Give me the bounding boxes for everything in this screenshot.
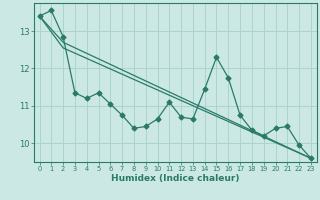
X-axis label: Humidex (Indice chaleur): Humidex (Indice chaleur) xyxy=(111,174,239,183)
